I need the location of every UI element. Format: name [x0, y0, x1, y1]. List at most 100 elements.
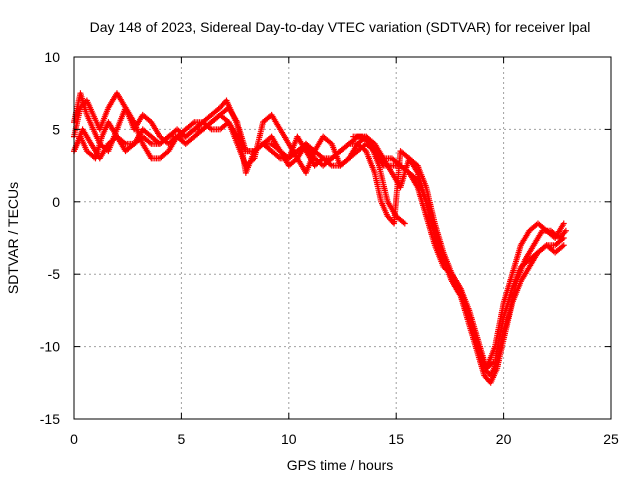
- interpolated-points: [509, 280, 524, 305]
- interpolated-points: [518, 229, 532, 247]
- interpolated-points: [415, 178, 429, 203]
- interpolated-points: [329, 142, 343, 167]
- y-tick-label: -5: [48, 266, 61, 282]
- interpolated-points: [501, 302, 515, 341]
- interpolated-points: [303, 149, 317, 174]
- interpolated-points: [407, 156, 420, 168]
- interpolated-points: [423, 186, 438, 225]
- interpolated-points: [379, 200, 390, 218]
- interpolated-points: [244, 156, 256, 168]
- interpolated-points: [432, 222, 446, 254]
- x-tick-label: 10: [281, 431, 297, 447]
- interpolated-points: [484, 345, 498, 370]
- interpolated-points: [84, 113, 96, 131]
- interpolated-points: [149, 120, 162, 138]
- interpolated-points: [286, 142, 300, 160]
- interpolated-points: [270, 149, 282, 161]
- interpolated-points: [201, 120, 213, 132]
- series-track-e: [350, 133, 408, 227]
- interpolated-points: [97, 142, 111, 160]
- interpolated-points: [80, 128, 94, 146]
- interpolated-points: [492, 302, 507, 348]
- interpolated-points: [91, 128, 102, 146]
- interpolated-points: [140, 142, 154, 160]
- grid: [74, 57, 611, 419]
- series-track-d: [71, 90, 567, 372]
- x-tick-label: 20: [496, 431, 512, 447]
- interpolated-points: [269, 113, 283, 131]
- interpolated-points: [368, 142, 382, 167]
- interpolated-points: [407, 171, 420, 182]
- interpolated-points: [184, 134, 196, 146]
- x-tick-label: 0: [70, 431, 78, 447]
- interpolated-points: [218, 113, 231, 124]
- interpolated-points: [523, 243, 536, 262]
- interpolated-points: [518, 265, 532, 283]
- interpolated-points: [527, 250, 540, 262]
- interpolated-points: [494, 338, 507, 370]
- plot-frame: [73, 56, 612, 420]
- interpolated-points: [338, 142, 351, 153]
- interpolated-points: [415, 164, 429, 189]
- data-points: [71, 90, 569, 386]
- interpolated-points: [450, 280, 463, 298]
- interpolated-points: [394, 214, 407, 226]
- interpolated-points: [557, 229, 568, 240]
- interpolated-points: [363, 149, 377, 174]
- interpolated-points: [158, 149, 171, 161]
- interpolated-points: [321, 134, 334, 146]
- interpolated-points: [509, 265, 524, 290]
- interpolated-points: [450, 272, 463, 291]
- interpolated-points: [466, 309, 481, 341]
- y-tick-label: 5: [52, 121, 60, 137]
- interpolated-points: [364, 134, 377, 146]
- axis-ticks: [73, 56, 612, 420]
- interpolated-points: [278, 128, 291, 146]
- interpolated-points: [226, 106, 240, 124]
- interpolated-points: [209, 105, 222, 117]
- interpolated-points: [338, 156, 351, 168]
- interpolated-points: [141, 134, 153, 146]
- y-axis-label: SDTVAR / TECUs: [5, 182, 21, 294]
- interpolated-points: [346, 142, 360, 160]
- chart-title: Day 148 of 2023, Sidereal Day-to-day VTE…: [90, 19, 591, 35]
- interpolated-points: [372, 171, 384, 203]
- interpolated-points: [114, 91, 128, 110]
- interpolated-points: [84, 99, 96, 117]
- interpolated-points: [398, 157, 412, 189]
- interpolated-points: [501, 273, 515, 305]
- x-tick-label: 5: [178, 431, 186, 447]
- interpolated-points: [226, 121, 240, 146]
- data-point: [560, 242, 567, 249]
- interpolated-points: [390, 156, 403, 168]
- data-point: [401, 220, 408, 227]
- interpolated-points: [536, 221, 549, 233]
- interpolated-points: [97, 106, 111, 131]
- interpolated-points: [376, 164, 391, 203]
- interpolated-points: [141, 113, 153, 124]
- interpolated-points: [415, 186, 429, 218]
- y-tick-label: 0: [52, 194, 60, 210]
- x-axis-label: GPS time / hours: [287, 457, 394, 473]
- x-tick-label: 15: [388, 431, 404, 447]
- interpolated-points: [184, 120, 196, 132]
- interpolated-points: [398, 149, 411, 161]
- y-tick-label: -10: [40, 339, 60, 355]
- interpolated-points: [184, 127, 196, 139]
- interpolated-points: [488, 367, 500, 384]
- interpolated-points: [381, 157, 394, 175]
- interpolated-points: [141, 127, 153, 139]
- interpolated-points: [385, 200, 399, 218]
- interpolated-points: [269, 135, 283, 153]
- interpolated-points: [501, 287, 515, 319]
- interpolated-points: [519, 257, 531, 269]
- interpolated-points: [123, 106, 137, 131]
- interpolated-points: [441, 251, 455, 276]
- interpolated-points: [360, 134, 372, 146]
- interpolated-points: [372, 142, 386, 160]
- interpolated-points: [458, 287, 472, 312]
- interpolated-points: [166, 134, 179, 146]
- interpolated-points: [115, 134, 128, 146]
- x-tick-label: 25: [603, 431, 619, 447]
- interpolated-points: [251, 121, 266, 160]
